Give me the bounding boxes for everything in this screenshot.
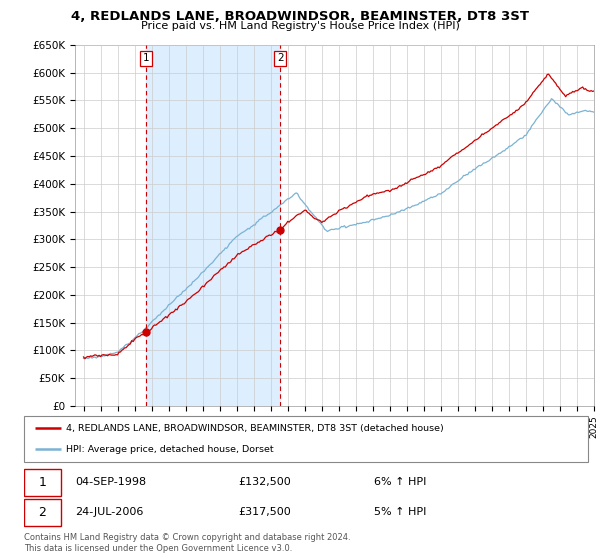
Text: 4, REDLANDS LANE, BROADWINDSOR, BEAMINSTER, DT8 3ST (detached house): 4, REDLANDS LANE, BROADWINDSOR, BEAMINST… <box>66 423 444 432</box>
Text: Price paid vs. HM Land Registry's House Price Index (HPI): Price paid vs. HM Land Registry's House … <box>140 21 460 31</box>
Text: Contains HM Land Registry data © Crown copyright and database right 2024.
This d: Contains HM Land Registry data © Crown c… <box>24 533 350 553</box>
Bar <box>146 45 280 406</box>
Text: HPI: Average price, detached house, Dorset: HPI: Average price, detached house, Dors… <box>66 445 274 454</box>
Text: 6% ↑ HPI: 6% ↑ HPI <box>374 477 426 487</box>
Text: £132,500: £132,500 <box>238 477 291 487</box>
FancyBboxPatch shape <box>24 416 588 462</box>
Text: 1: 1 <box>143 53 149 63</box>
Text: 5% ↑ HPI: 5% ↑ HPI <box>374 507 426 517</box>
Text: 24-JUL-2006: 24-JUL-2006 <box>75 507 143 517</box>
Text: 4, REDLANDS LANE, BROADWINDSOR, BEAMINSTER, DT8 3ST: 4, REDLANDS LANE, BROADWINDSOR, BEAMINST… <box>71 10 529 23</box>
Text: 2: 2 <box>277 53 284 63</box>
Text: 2: 2 <box>38 506 46 519</box>
Text: 1: 1 <box>38 475 46 489</box>
FancyBboxPatch shape <box>24 469 61 496</box>
Text: 04-SEP-1998: 04-SEP-1998 <box>75 477 146 487</box>
Text: £317,500: £317,500 <box>238 507 291 517</box>
FancyBboxPatch shape <box>24 499 61 526</box>
